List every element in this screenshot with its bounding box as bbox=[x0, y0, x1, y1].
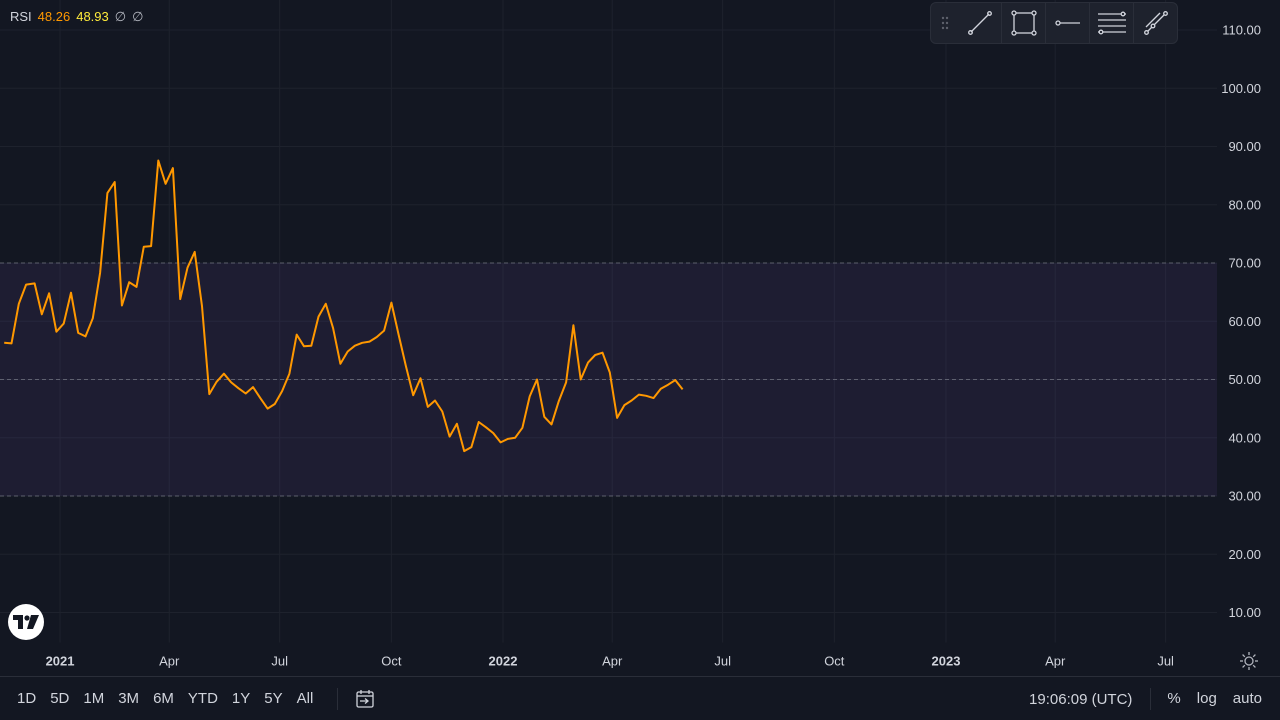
chart-plot[interactable]: 10.00 20.00 30.00 40.00 50.00 60.00 70.00 80.00… bbox=[0, 0, 1280, 676]
range-1y-button[interactable]: 1Y bbox=[231, 690, 251, 707]
time-scale: 2021 Apr Jul Oct 2022 Apr Jul Oct 2023 Apr Jul bbox=[0, 642, 1280, 669]
log-scale-toggle[interactable]: log bbox=[1196, 690, 1217, 707]
y-tick-label: 60.00 bbox=[1228, 314, 1261, 329]
utc-clock[interactable]: 19:06:09 (UTC) bbox=[1029, 690, 1133, 708]
tradingview-logo-icon[interactable] bbox=[8, 604, 44, 640]
indicator-legend[interactable]: RSI 48.26 48.93 ∅ ∅ bbox=[10, 8, 143, 26]
trend-line-tool[interactable] bbox=[958, 3, 1001, 43]
range-1m-button[interactable]: 1M bbox=[83, 690, 105, 707]
x-tick-label: 2021 bbox=[46, 654, 75, 669]
rectangle-icon bbox=[1011, 10, 1037, 36]
range-3m-button[interactable]: 3M bbox=[118, 690, 140, 707]
drawing-toolbar bbox=[930, 2, 1178, 44]
x-tick-label: Oct bbox=[824, 654, 845, 669]
rectangle-tool[interactable] bbox=[1001, 3, 1045, 43]
y-tick-label: 80.00 bbox=[1228, 197, 1261, 212]
parallel-channel-tool[interactable] bbox=[1089, 3, 1133, 43]
y-tick-label: 10.00 bbox=[1228, 605, 1261, 620]
divider bbox=[1150, 688, 1152, 710]
percent-scale-toggle[interactable]: % bbox=[1167, 690, 1181, 707]
go-to-date-button[interactable] bbox=[352, 687, 378, 711]
rsi-series-line bbox=[4, 159, 684, 453]
scale-settings-icon[interactable] bbox=[1238, 650, 1260, 672]
x-tick-label: Apr bbox=[159, 654, 180, 669]
date-range-selector: 1D 5D 1M 3M 6M YTD 1Y 5Y All bbox=[10, 677, 320, 720]
range-5d-button[interactable]: 5D bbox=[50, 690, 70, 707]
x-tick-label: Jul bbox=[714, 654, 731, 669]
range-6m-button[interactable]: 6M bbox=[153, 690, 174, 707]
range-1d-button[interactable]: 1D bbox=[17, 690, 37, 707]
fib-retracement-icon bbox=[1143, 11, 1168, 35]
x-tick-label: Jul bbox=[271, 654, 288, 669]
bottom-toolbar: 1D 5D 1M 3M 6M YTD 1Y 5Y All 19:06:09 (U… bbox=[0, 676, 1280, 720]
calendar-goto-icon bbox=[356, 690, 374, 708]
horizontal-ray-tool[interactable] bbox=[1045, 3, 1089, 43]
parallel-lines-icon bbox=[1097, 11, 1126, 35]
drag-handle-icon[interactable] bbox=[931, 16, 958, 30]
x-tick-label: Apr bbox=[1045, 654, 1066, 669]
y-tick-label: 50.00 bbox=[1228, 372, 1261, 387]
x-tick-label: Jul bbox=[1157, 654, 1174, 669]
y-tick-label: 110.00 bbox=[1222, 23, 1261, 38]
x-tick-label: Apr bbox=[602, 654, 623, 669]
auto-scale-toggle[interactable]: auto bbox=[1232, 690, 1262, 707]
range-5y-button[interactable]: 5Y bbox=[264, 690, 283, 707]
rsi-band-fill bbox=[0, 263, 1217, 496]
range-ytd-button[interactable]: YTD bbox=[187, 690, 218, 707]
price-scale: 10.00 20.00 30.00 40.00 50.00 60.00 70.00 80.00… bbox=[1221, 23, 1261, 621]
empty-value-2: ∅ bbox=[132, 9, 144, 24]
x-tick-label: 2023 bbox=[932, 654, 961, 669]
series-layer bbox=[4, 159, 684, 453]
rsi-value: 48.26 bbox=[37, 9, 71, 24]
trend-line-icon bbox=[967, 11, 992, 35]
x-tick-label: Oct bbox=[381, 654, 402, 669]
empty-value-1: ∅ bbox=[114, 9, 127, 24]
indicator-name[interactable]: RSI bbox=[10, 9, 32, 24]
rsi-band-layer bbox=[0, 262, 1217, 497]
y-tick-label: 40.00 bbox=[1228, 430, 1261, 445]
scale-controls: 19:06:09 (UTC) % log auto bbox=[1029, 677, 1270, 720]
rsi-ma-value: 48.93 bbox=[76, 9, 109, 24]
y-tick-label: 90.00 bbox=[1228, 139, 1261, 154]
range-all-button[interactable]: All bbox=[296, 690, 314, 707]
y-tick-label: 30.00 bbox=[1228, 489, 1261, 504]
y-tick-label: 20.00 bbox=[1228, 547, 1261, 562]
x-tick-label: 2022 bbox=[489, 654, 518, 669]
divider bbox=[337, 688, 338, 710]
horizontal-ray-icon bbox=[1055, 20, 1080, 26]
y-tick-label: 100.00 bbox=[1221, 81, 1261, 96]
fib-retracement-tool[interactable] bbox=[1133, 3, 1177, 43]
y-tick-label: 70.00 bbox=[1228, 256, 1261, 271]
